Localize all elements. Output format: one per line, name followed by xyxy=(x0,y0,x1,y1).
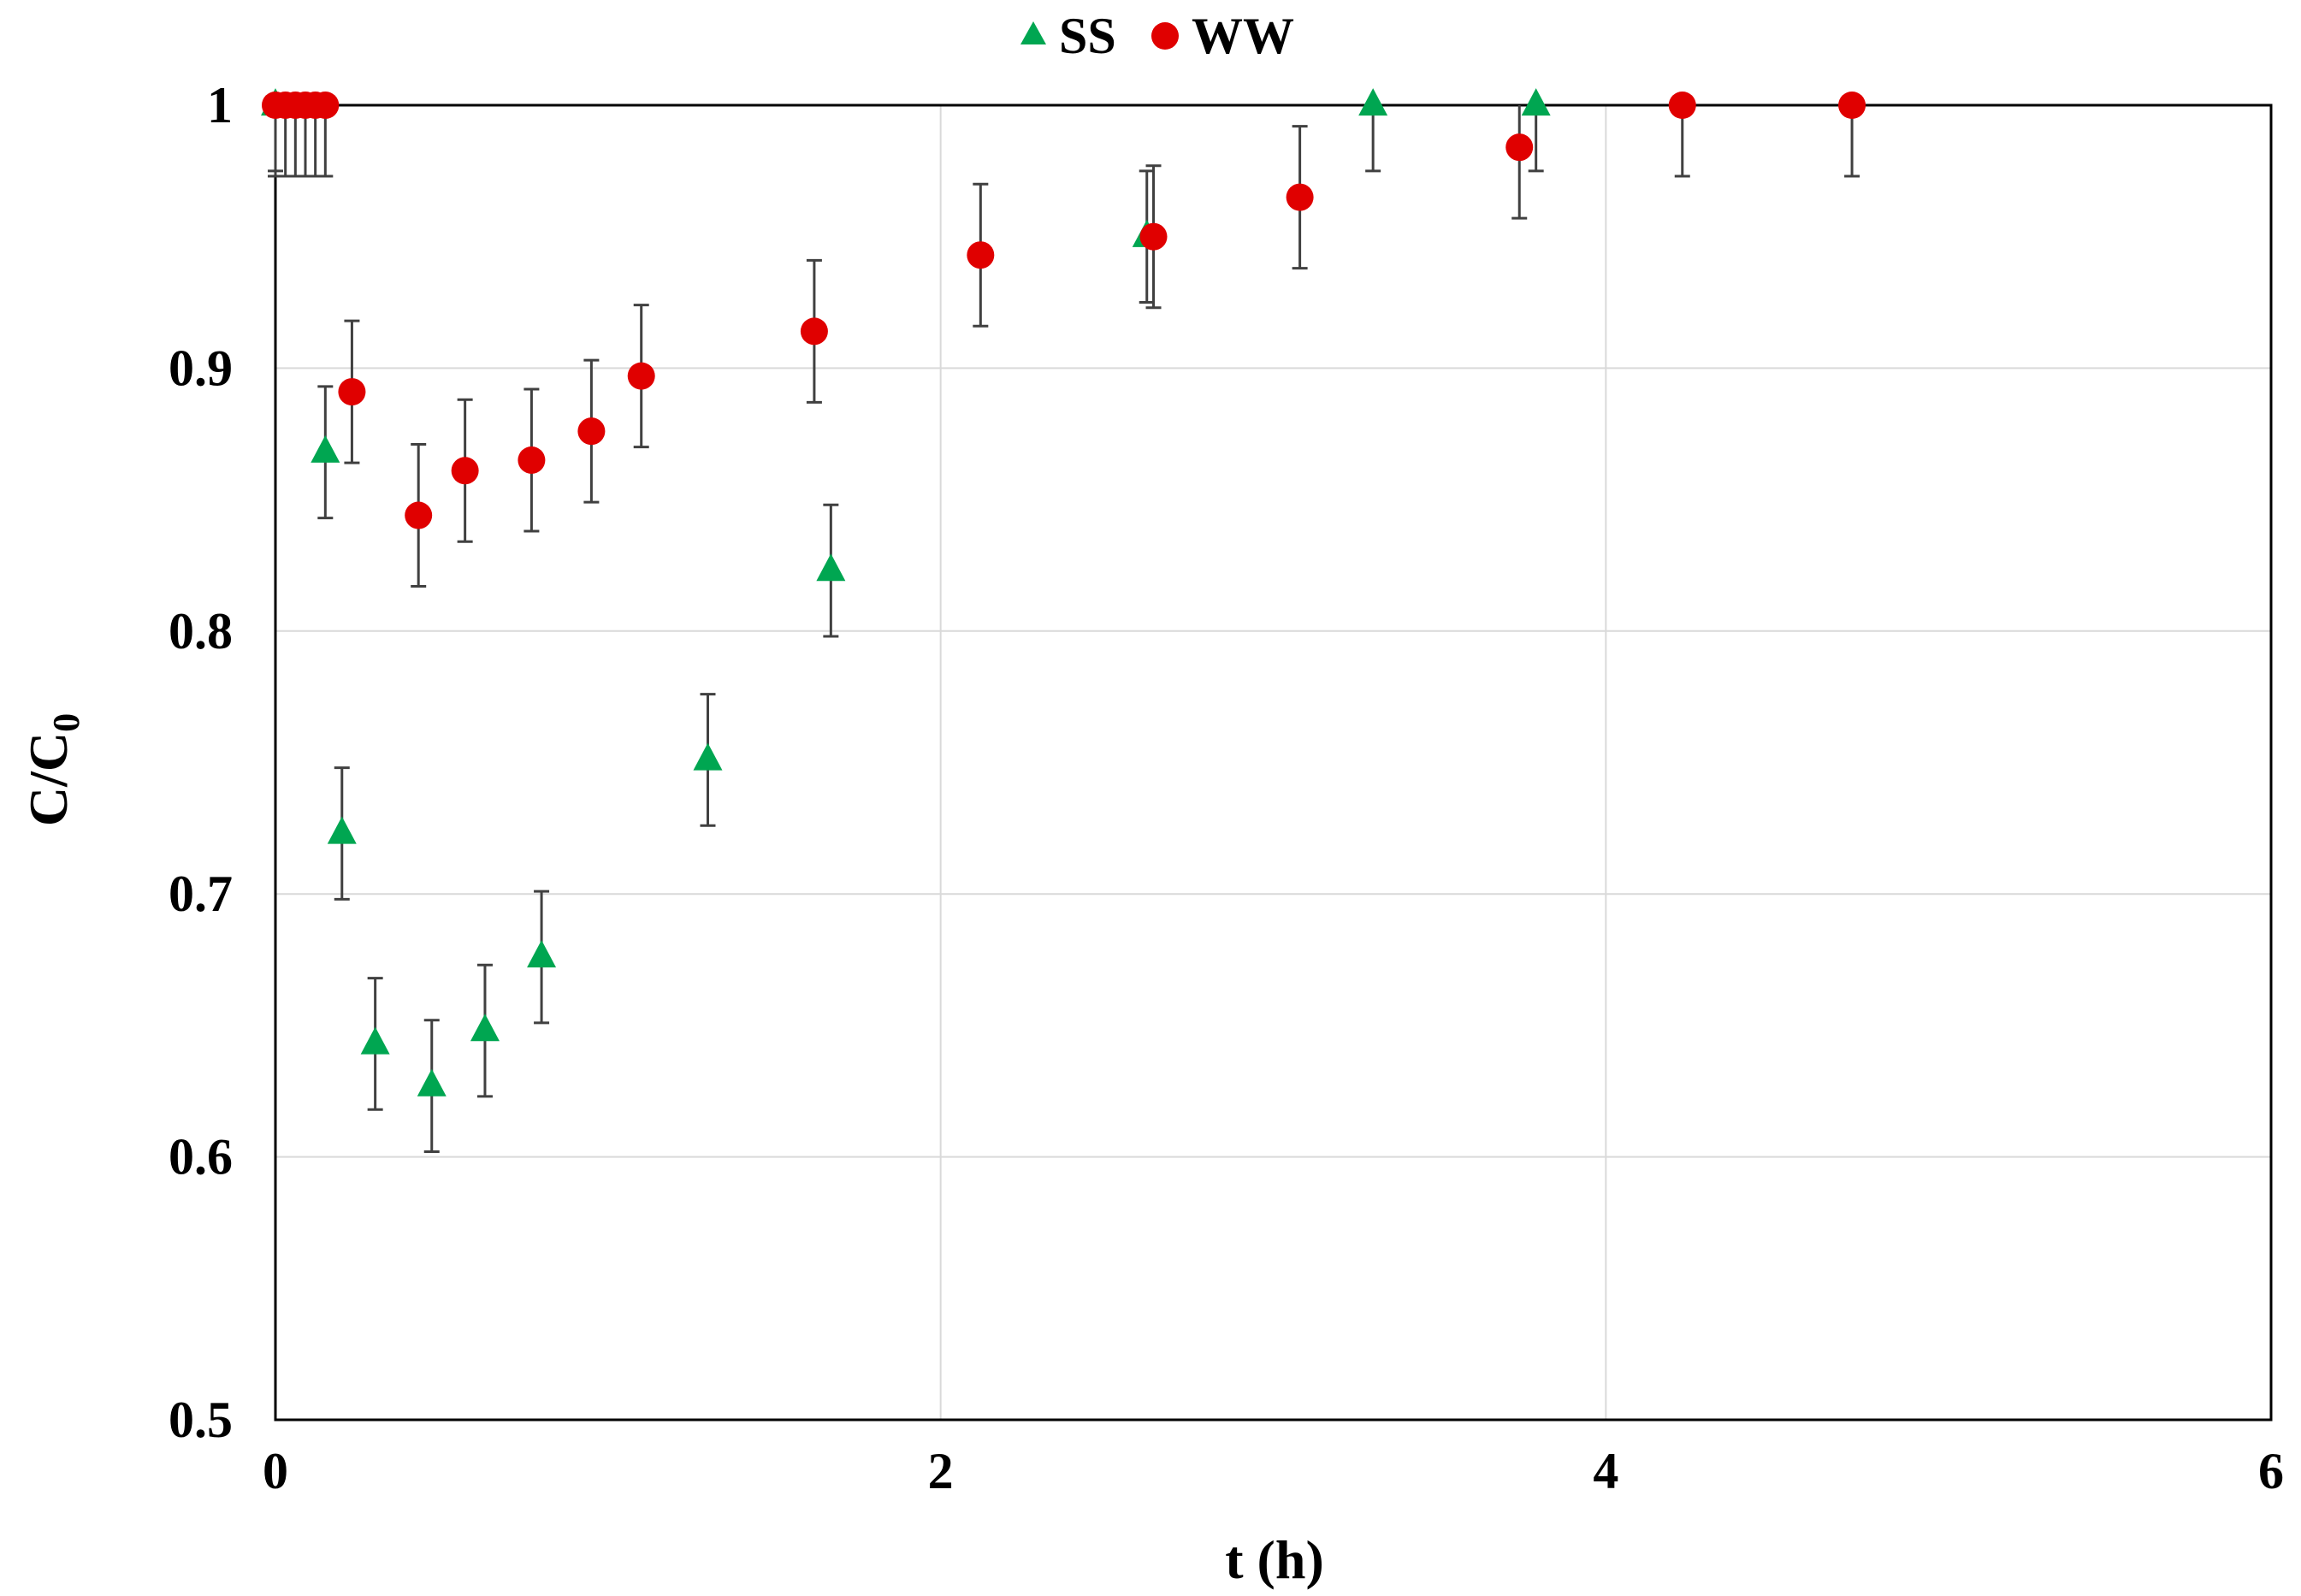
y-tick-label: 0.7 xyxy=(169,866,233,922)
ww-point xyxy=(1139,222,1168,251)
ss-point xyxy=(693,742,723,771)
ss-point xyxy=(417,1068,447,1097)
ww-point xyxy=(405,501,433,529)
ss-point xyxy=(1521,88,1551,116)
ss-point xyxy=(360,1026,390,1055)
legend-ss-triangle-icon xyxy=(1020,21,1046,44)
ww-point xyxy=(967,241,995,269)
ss-error-bar xyxy=(1365,105,1381,173)
y-tick-label: 1 xyxy=(207,77,233,133)
y-tick-label: 0.5 xyxy=(169,1392,233,1448)
ww-point xyxy=(577,417,606,446)
grid-lines xyxy=(275,105,2271,1420)
x-tick-label: 0 xyxy=(263,1443,288,1499)
y-axis-title-main: C/C xyxy=(18,732,79,826)
ss-point xyxy=(1358,88,1388,116)
ww-point xyxy=(311,92,340,119)
x-axis-ticks: 0 2 4 6 xyxy=(263,1443,2284,1499)
ww-point xyxy=(800,317,828,346)
ss-point xyxy=(527,940,557,968)
x-tick-label: 2 xyxy=(928,1443,954,1499)
y-tick-label: 0.8 xyxy=(169,603,233,659)
x-tick-label: 4 xyxy=(1593,1443,1618,1499)
ww-point xyxy=(1838,92,1866,119)
ss-point xyxy=(327,816,357,844)
x-axis-title: t (h) xyxy=(1225,1529,1324,1590)
ss-point xyxy=(816,553,846,582)
ww-point xyxy=(338,378,366,406)
y-tick-label: 0.6 xyxy=(169,1129,233,1185)
plot-area xyxy=(274,103,2273,1422)
y-tick-label: 0.9 xyxy=(169,340,233,396)
legend: SS WW xyxy=(1020,8,1294,64)
ww-point xyxy=(518,446,546,474)
legend-ww-label: WW xyxy=(1192,8,1294,64)
ww-point xyxy=(1668,92,1696,119)
ww-point xyxy=(1505,133,1534,162)
y-axis-ticks: 0.5 0.6 0.7 0.8 0.9 1 xyxy=(169,77,233,1448)
data-points xyxy=(261,88,1866,1097)
legend-ww-circle-icon xyxy=(1151,22,1179,50)
ww-error-bar xyxy=(1511,105,1528,220)
ww-point xyxy=(627,362,655,390)
ww-point xyxy=(1286,183,1314,211)
y-axis-title-subscript: 0 xyxy=(45,713,87,732)
ss-point xyxy=(311,434,340,463)
ww-point xyxy=(451,457,479,485)
y-axis-title: C/C0 xyxy=(18,713,87,826)
ss-point xyxy=(470,1014,500,1042)
error-bars xyxy=(268,105,1860,1153)
ss-error-bar xyxy=(1528,105,1544,173)
x-tick-label: 6 xyxy=(2258,1443,2284,1499)
legend-ss-label: SS xyxy=(1059,8,1116,64)
